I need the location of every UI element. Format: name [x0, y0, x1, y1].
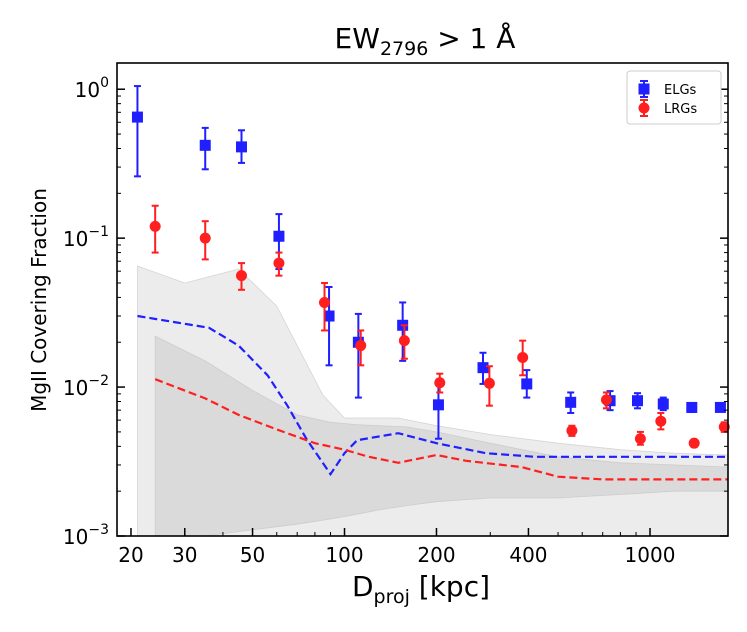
x-tick-label: 100: [325, 543, 363, 567]
y-tick-label: 100: [75, 75, 109, 102]
x-tick-label: 30: [172, 543, 197, 567]
y-tick-base: 10: [63, 376, 88, 400]
y-tick-label: 10−2: [63, 373, 109, 400]
marker-circle: [355, 340, 367, 352]
model-bands: [137, 265, 729, 537]
data-point-lrgs: [398, 324, 410, 360]
data-point-elgs: [686, 401, 698, 414]
data-point-lrgs: [273, 251, 285, 277]
marker-square: [432, 399, 444, 411]
data-point-elgs: [397, 301, 409, 362]
data-point-lrgs: [688, 437, 700, 449]
legend-elg-label: ELGs: [664, 83, 697, 98]
y-tick-label: 10−1: [63, 224, 109, 251]
chart-title: EW2796 > 1 Å: [335, 21, 516, 60]
marker-square: [657, 398, 669, 410]
data-point-elgs: [565, 391, 577, 414]
data-point-elgs: [714, 401, 726, 413]
model-line-elg: [137, 314, 728, 477]
data-point-elgs: [521, 369, 533, 399]
data-point-elgs: [235, 129, 247, 164]
x-axis-title: Dproj [kpc]: [352, 570, 490, 608]
chart-title-suffix: > 1 Å: [428, 21, 515, 55]
y-tick-label: 10−3: [63, 522, 109, 549]
marker-circle: [398, 335, 410, 347]
data-point-elgs: [131, 85, 143, 178]
marker-circle: [655, 415, 667, 427]
data-point-elgs: [352, 312, 364, 399]
legend: ELGs LRGs: [626, 70, 722, 125]
data-point-lrgs: [235, 262, 247, 291]
marker-circle: [600, 394, 612, 406]
y-tick-exponent: 0: [100, 75, 109, 91]
marker-square: [565, 396, 577, 408]
marker-circle: [566, 425, 578, 437]
marker-square: [235, 141, 247, 153]
y-tick-base: 10: [75, 78, 100, 102]
plot-frame: [116, 62, 729, 537]
data-point-elgs: [632, 392, 644, 410]
model-line-lrg: [154, 378, 728, 481]
data-point-lrgs: [355, 329, 367, 367]
x-axis-title-subscript: proj: [374, 586, 410, 608]
x-tick-label: 20: [118, 543, 143, 567]
marker-circle: [718, 421, 730, 433]
marker-square: [323, 310, 335, 322]
x-tick-label: 400: [509, 543, 547, 567]
y-tick-exponent: −3: [88, 522, 109, 538]
legend-lrg-label: LRGs: [664, 102, 697, 117]
y-tick-exponent: −2: [88, 373, 109, 389]
x-axis-title-suffix: [kpc]: [410, 570, 490, 603]
data-point-lrgs: [434, 372, 446, 394]
marker-circle: [634, 433, 646, 445]
marker-circle: [149, 220, 161, 232]
x-axis-title-main: D: [352, 570, 374, 603]
marker-circle: [688, 437, 700, 449]
marker-circle: [483, 377, 495, 389]
y-axis-title: MgII Covering Fraction: [27, 188, 51, 412]
marker-square: [477, 362, 489, 374]
marker-circle: [517, 351, 529, 363]
marker-circle: [273, 257, 285, 269]
y-tick-exponent: −1: [88, 224, 109, 240]
legend-box: [626, 70, 722, 125]
data-point-lrgs: [149, 204, 161, 254]
marker-square: [131, 111, 143, 123]
marker-square: [714, 401, 726, 413]
data-point-lrgs: [655, 411, 667, 431]
data-point-lrgs: [483, 365, 495, 407]
data-point-elgs: [199, 126, 211, 171]
model-lines: [137, 314, 728, 481]
x-tick-label: 50: [240, 543, 265, 567]
marker-circle: [199, 232, 211, 244]
marker-square: [273, 230, 285, 242]
data-point-lrgs: [600, 391, 612, 410]
chart-title-main: EW: [335, 22, 380, 55]
chart-title-subscript: 2796: [380, 38, 428, 60]
data-point-lrgs: [634, 430, 646, 446]
data-point-elgs: [657, 396, 669, 412]
data-point-lrgs: [566, 424, 578, 437]
data-point-lrgs: [517, 339, 529, 377]
data-point-lrgs: [319, 281, 331, 332]
marker-circle: [319, 296, 331, 308]
marker-square: [521, 378, 533, 390]
marker-circle: [434, 377, 446, 389]
data-points: [131, 85, 730, 449]
x-tick-label: 1000: [625, 543, 676, 567]
y-tick-base: 10: [63, 227, 88, 251]
legend-elg-marker: [638, 80, 650, 98]
marker-square: [199, 139, 211, 151]
y-tick-base: 10: [63, 525, 88, 549]
data-point-lrgs: [199, 220, 211, 261]
marker-circle: [235, 270, 247, 282]
marker-square: [632, 395, 644, 407]
x-tick-label: 200: [417, 543, 455, 567]
legend-lrg-marker: [638, 99, 650, 117]
marker-square: [686, 401, 698, 413]
